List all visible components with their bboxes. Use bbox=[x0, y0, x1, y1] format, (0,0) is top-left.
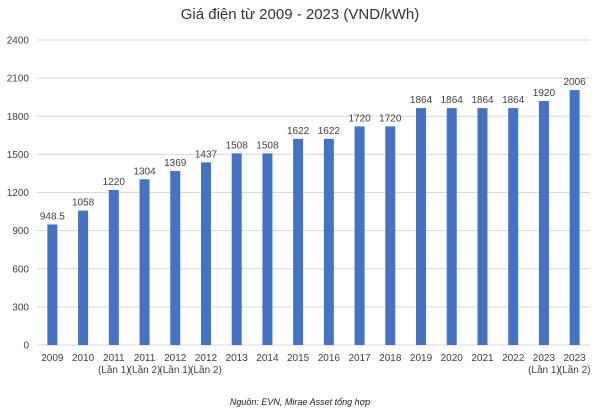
data-label: 1369 bbox=[164, 158, 187, 169]
x-tick-label: 2020 bbox=[441, 353, 464, 364]
data-label: 1622 bbox=[287, 126, 310, 137]
y-tick-label: 2400 bbox=[7, 36, 30, 47]
data-label: 1508 bbox=[256, 140, 279, 151]
data-label: 1437 bbox=[195, 149, 218, 160]
data-label: 1058 bbox=[72, 198, 95, 209]
x-tick-label: 2011 bbox=[103, 353, 125, 364]
data-label: 1920 bbox=[533, 88, 556, 99]
bar bbox=[78, 210, 89, 345]
data-label: 1508 bbox=[226, 140, 249, 151]
x-tick-label: 2015 bbox=[287, 353, 310, 364]
x-tick-label: 2022 bbox=[502, 353, 525, 364]
y-tick-label: 1800 bbox=[7, 112, 30, 123]
x-tick-label: 2013 bbox=[226, 353, 249, 364]
x-tick-label: 2011 bbox=[134, 353, 156, 364]
x-tick-label: (Lần 2) bbox=[129, 364, 161, 376]
data-label: 1622 bbox=[318, 126, 341, 137]
bar bbox=[538, 101, 549, 345]
y-tick-label: 900 bbox=[12, 226, 29, 237]
x-tick-label: 2018 bbox=[379, 353, 402, 364]
x-tick-label: (Lần 2) bbox=[190, 364, 222, 376]
data-label: 1220 bbox=[103, 177, 126, 188]
y-tick-label: 300 bbox=[12, 302, 29, 313]
bar bbox=[477, 108, 488, 345]
y-tick-label: 600 bbox=[12, 264, 29, 275]
x-tick-label: (Lần 1) bbox=[528, 364, 560, 376]
bar bbox=[293, 138, 304, 345]
bar bbox=[200, 162, 211, 345]
bar bbox=[139, 179, 150, 345]
bar bbox=[323, 138, 334, 345]
bar bbox=[170, 171, 181, 345]
bar bbox=[47, 224, 58, 345]
data-label: 2006 bbox=[564, 77, 587, 88]
x-tick-label: 2009 bbox=[41, 353, 64, 364]
bar bbox=[508, 108, 519, 345]
bar bbox=[231, 153, 242, 345]
x-tick-label: 2010 bbox=[72, 353, 95, 364]
x-tick-label: 2017 bbox=[348, 353, 371, 364]
source-note: Nguồn: EVN, Mirae Asset tổng hợp bbox=[229, 397, 371, 407]
x-tick-label: (Lần 2) bbox=[559, 364, 591, 376]
y-tick-label: 1500 bbox=[7, 150, 30, 161]
bar bbox=[354, 126, 365, 346]
x-tick-label: 2012 bbox=[195, 353, 218, 364]
x-tick-label: (Lần 1) bbox=[98, 364, 130, 376]
bar bbox=[108, 189, 119, 345]
x-tick-label: 2021 bbox=[471, 353, 494, 364]
y-tick-label: 1200 bbox=[7, 188, 30, 199]
data-label: 1720 bbox=[348, 113, 371, 124]
chart-title: Giá điện từ 2009 - 2023 (VND/kWh) bbox=[180, 6, 420, 23]
data-label: 1864 bbox=[502, 95, 525, 106]
bar bbox=[569, 90, 580, 345]
data-label: 1864 bbox=[471, 95, 494, 106]
x-tick-label: 2019 bbox=[410, 353, 433, 364]
x-tick-label: 2023 bbox=[564, 353, 587, 364]
bar bbox=[385, 126, 396, 346]
x-tick-label: 2016 bbox=[318, 353, 341, 364]
bar bbox=[416, 108, 427, 345]
x-tick-label: (Lần 1) bbox=[159, 364, 191, 376]
data-label: 1864 bbox=[410, 95, 433, 106]
y-tick-label: 0 bbox=[23, 341, 29, 352]
y-tick-label: 2100 bbox=[7, 74, 30, 85]
x-tick-label: 2023 bbox=[533, 353, 556, 364]
x-tick-label: 2014 bbox=[256, 353, 279, 364]
bar bbox=[262, 153, 273, 345]
data-label: 948.5 bbox=[40, 211, 65, 222]
data-label: 1720 bbox=[379, 113, 402, 124]
bar bbox=[446, 108, 457, 345]
data-label: 1864 bbox=[441, 95, 464, 106]
data-label: 1304 bbox=[133, 166, 156, 177]
x-tick-label: 2012 bbox=[164, 353, 187, 364]
